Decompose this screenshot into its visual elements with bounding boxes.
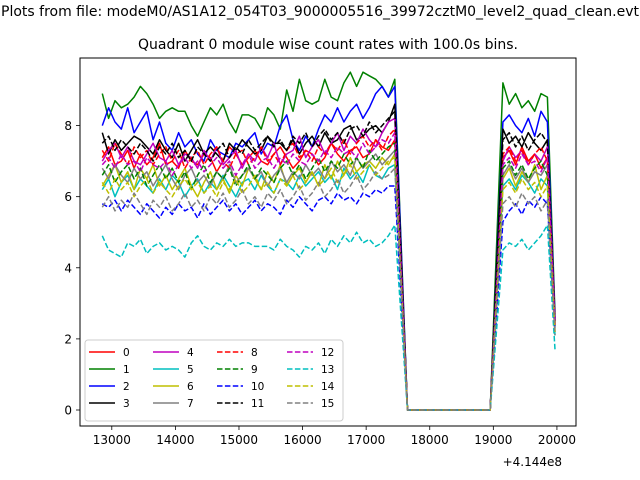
x-axis: 13000 14000 15000 16000 17000 18000 19000 20000 <box>93 426 576 447</box>
x-tick-label: 19000 <box>474 433 512 447</box>
x-tick-label: 14000 <box>156 433 194 447</box>
x-tick-label: 17000 <box>347 433 385 447</box>
legend-label-12: 12 <box>321 347 334 359</box>
legend-label-5: 5 <box>187 364 194 376</box>
y-tick-label: 2 <box>64 332 72 346</box>
series-layer <box>101 71 556 411</box>
legend-label-8: 8 <box>251 347 258 359</box>
x-tick-label: 18000 <box>411 433 449 447</box>
x-tick-label: 13000 <box>93 433 131 447</box>
legend-label-13: 13 <box>321 364 334 376</box>
chart-title: Quadrant 0 module wise count rates with … <box>138 37 518 53</box>
legend-label-14: 14 <box>321 381 335 393</box>
x-tick-label: 20000 <box>538 433 576 447</box>
y-tick-label: 8 <box>64 119 72 133</box>
series-line-14 <box>101 156 556 411</box>
legend-label-9: 9 <box>251 364 258 376</box>
x-tick-label: 16000 <box>283 433 321 447</box>
series-line-12 <box>101 131 556 411</box>
plot-frame <box>79 57 577 427</box>
y-tick-label: 6 <box>64 190 72 204</box>
figure-suptitle: Plots from file: modeM0/AS1A12_054T03_90… <box>1 4 639 20</box>
legend-label-11: 11 <box>251 398 264 410</box>
legend-label-3: 3 <box>123 398 130 410</box>
legend-label-4: 4 <box>187 347 194 359</box>
x-offset-label: +4.144e8 <box>503 455 562 469</box>
y-axis: 0 2 4 6 8 <box>64 119 80 418</box>
y-tick-label: 4 <box>64 261 72 275</box>
legend-label-1: 1 <box>123 364 130 376</box>
legend-label-6: 6 <box>187 381 194 393</box>
y-tick-label: 0 <box>64 404 72 418</box>
legend-label-10: 10 <box>251 381 264 393</box>
legend-label-0: 0 <box>123 347 130 359</box>
legend-label-15: 15 <box>321 398 334 410</box>
x-tick-label: 15000 <box>220 433 258 447</box>
series-line-15 <box>101 167 556 411</box>
legend-label-2: 2 <box>123 381 130 393</box>
series-line-11 <box>101 110 556 411</box>
legend-box <box>84 339 344 422</box>
legend-label-7: 7 <box>187 398 194 410</box>
